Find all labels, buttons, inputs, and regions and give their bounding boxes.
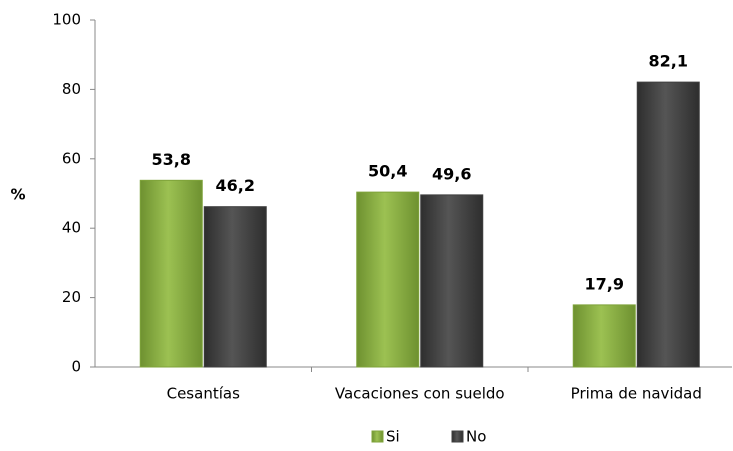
y-tick-label: 80	[62, 80, 81, 98]
x-tick-label: Vacaciones con sueldo	[335, 385, 505, 403]
x-tick-label: Cesantías	[167, 385, 240, 403]
legend-swatch	[451, 430, 464, 443]
y-axis-label: %	[10, 186, 25, 204]
value-label: 49,6	[432, 164, 471, 183]
y-tick-label: 20	[62, 288, 81, 306]
value-label: 50,4	[368, 162, 407, 181]
value-label: 82,1	[649, 52, 688, 71]
bar	[203, 206, 267, 368]
value-label: 46,2	[216, 176, 255, 195]
legend-label: No	[466, 428, 486, 446]
legend-swatch	[371, 430, 384, 443]
y-tick-label: 100	[52, 11, 81, 29]
x-tick-label: Prima de navidad	[571, 385, 702, 403]
bar	[572, 304, 636, 368]
y-tick-label: 0	[71, 358, 81, 376]
bar	[420, 194, 484, 368]
value-label: 53,8	[152, 150, 191, 169]
bar	[139, 179, 203, 368]
bar	[636, 81, 700, 368]
bar	[356, 191, 420, 368]
y-tick-label: 40	[62, 219, 81, 237]
y-tick-label: 60	[62, 149, 81, 167]
value-label: 17,9	[585, 274, 624, 293]
legend-label: Si	[386, 428, 400, 446]
